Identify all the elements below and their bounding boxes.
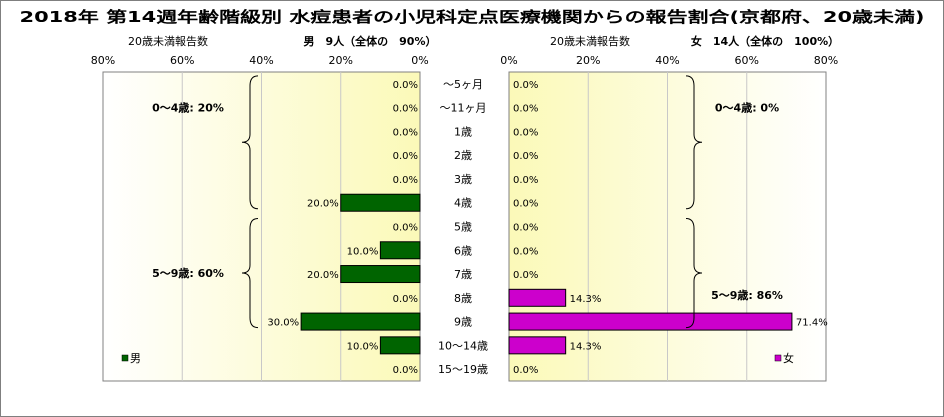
male-bar bbox=[300, 312, 421, 331]
female-bar bbox=[508, 288, 567, 307]
male-group-label: 0～4歳: 20% bbox=[152, 101, 224, 115]
female-data-label: 0.0% bbox=[513, 270, 538, 281]
female-tick-label: 0% bbox=[500, 54, 517, 67]
male-data-label: 20.0% bbox=[307, 270, 339, 281]
female-legend-label: 女 bbox=[783, 351, 794, 365]
male-tick-label: 0% bbox=[411, 54, 428, 67]
category-label: 6歳 bbox=[454, 244, 472, 257]
male-legend-label: 男 bbox=[130, 352, 141, 365]
category-label: 7歳 bbox=[454, 268, 472, 281]
female-header: 女 14人（全体の 100%） bbox=[691, 34, 839, 48]
male-data-label: 0.0% bbox=[393, 151, 418, 162]
male-data-label: 0.0% bbox=[393, 294, 418, 305]
female-bar bbox=[508, 312, 793, 331]
female-axis-caption: 20歳未満報告数 bbox=[550, 35, 630, 48]
male-data-label: 20.0% bbox=[307, 199, 339, 210]
category-label: 1歳 bbox=[454, 125, 472, 138]
male-tick-label: 20% bbox=[329, 54, 353, 67]
male-header: 男 9人（全体の 90%） bbox=[304, 34, 437, 48]
male-data-label: 0.0% bbox=[393, 127, 418, 138]
male-bar bbox=[379, 336, 421, 355]
male-data-label: 0.0% bbox=[393, 175, 418, 186]
male-axis-caption: 20歳未満報告数 bbox=[128, 35, 208, 48]
female-data-label: 0.0% bbox=[513, 365, 538, 376]
female-data-label: 0.0% bbox=[513, 127, 538, 138]
category-label: ～5ヶ月 bbox=[443, 78, 483, 91]
male-bar bbox=[340, 193, 421, 212]
female-data-label: 0.0% bbox=[513, 80, 538, 91]
male-data-label: 10.0% bbox=[347, 246, 379, 257]
category-label: ～11ヶ月 bbox=[440, 102, 487, 115]
female-group-brace bbox=[685, 75, 703, 210]
category-label: 3歳 bbox=[454, 173, 472, 186]
female-data-label: 14.3% bbox=[570, 294, 602, 305]
male-bar bbox=[340, 265, 421, 284]
category-label: 9歳 bbox=[454, 316, 472, 329]
male-tick-label: 40% bbox=[249, 54, 273, 67]
female-group-brace bbox=[685, 218, 703, 329]
category-label: 5歳 bbox=[454, 221, 472, 234]
category-label: 15～19歳 bbox=[438, 363, 488, 376]
female-data-label: 14.3% bbox=[570, 341, 602, 352]
female-data-label: 0.0% bbox=[513, 223, 538, 234]
male-tick-label: 80% bbox=[91, 54, 115, 67]
category-label: 4歳 bbox=[454, 197, 472, 210]
male-data-label: 0.0% bbox=[393, 80, 418, 91]
female-tick-label: 60% bbox=[735, 54, 759, 67]
male-group-brace bbox=[241, 218, 259, 329]
chart-title: 2018年 第14週年齢階級別 水痘患者の小児科定点医療機関からの報告割合(京都… bbox=[20, 8, 925, 26]
male-group-label: 5～9歳: 60% bbox=[152, 266, 224, 280]
female-tick-label: 40% bbox=[655, 54, 679, 67]
male-data-label: 10.0% bbox=[347, 341, 379, 352]
female-data-label: 0.0% bbox=[513, 246, 538, 257]
male-group-brace bbox=[241, 75, 259, 210]
male-data-label: 0.0% bbox=[393, 104, 418, 115]
female-bar bbox=[508, 336, 567, 355]
female-data-label: 0.0% bbox=[513, 151, 538, 162]
category-label: 10～14歳 bbox=[438, 339, 488, 352]
male-data-label: 0.0% bbox=[393, 365, 418, 376]
category-label: 8歳 bbox=[454, 292, 472, 305]
category-label: 2歳 bbox=[454, 149, 472, 162]
male-data-label: 0.0% bbox=[393, 223, 418, 234]
female-data-label: 0.0% bbox=[513, 199, 538, 210]
female-tick-label: 80% bbox=[814, 54, 838, 67]
female-data-label: 71.4% bbox=[796, 318, 828, 329]
female-group-label: 0～4歳: 0% bbox=[715, 101, 779, 115]
female-data-label: 0.0% bbox=[513, 104, 538, 115]
female-legend-swatch bbox=[774, 354, 782, 362]
male-bar bbox=[379, 241, 421, 260]
female-group-label: 5～9歳: 86% bbox=[711, 288, 783, 302]
male-legend-swatch bbox=[121, 354, 129, 362]
male-data-label: 30.0% bbox=[267, 318, 299, 329]
female-data-label: 0.0% bbox=[513, 175, 538, 186]
male-tick-label: 60% bbox=[170, 54, 194, 67]
female-tick-label: 20% bbox=[576, 54, 600, 67]
